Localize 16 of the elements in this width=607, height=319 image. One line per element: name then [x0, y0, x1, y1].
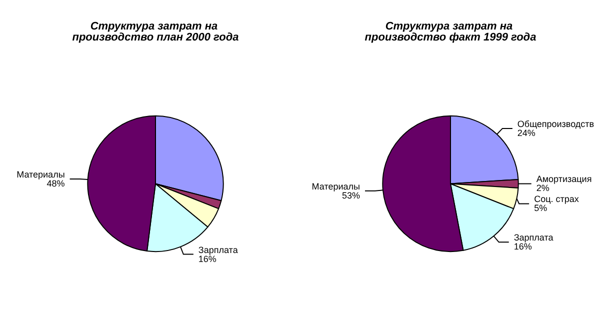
chart-title: Структура затрат на производство план 2000 года [72, 20, 239, 44]
slice-label: Соц. страх [534, 194, 580, 204]
data-label: 16% [198, 254, 216, 264]
slice-label: Материалы [312, 181, 360, 192]
slice-label: Материалы [16, 169, 65, 180]
data-label: 16% [514, 242, 532, 252]
slice-label: Общепроизводств [517, 118, 594, 129]
data-label: 5% [534, 203, 548, 214]
slice-label: Зарплата [514, 232, 554, 243]
chart-title: Структура затрат на производство факт 1999 года [364, 20, 536, 44]
data-label: 48% [46, 178, 65, 188]
data-label: 24% [517, 128, 536, 138]
data-label: 53% [342, 190, 360, 200]
slice-label: Амортизация [536, 174, 592, 184]
data-label: 2% [536, 183, 550, 194]
slice-label: Зарплата [198, 244, 238, 255]
